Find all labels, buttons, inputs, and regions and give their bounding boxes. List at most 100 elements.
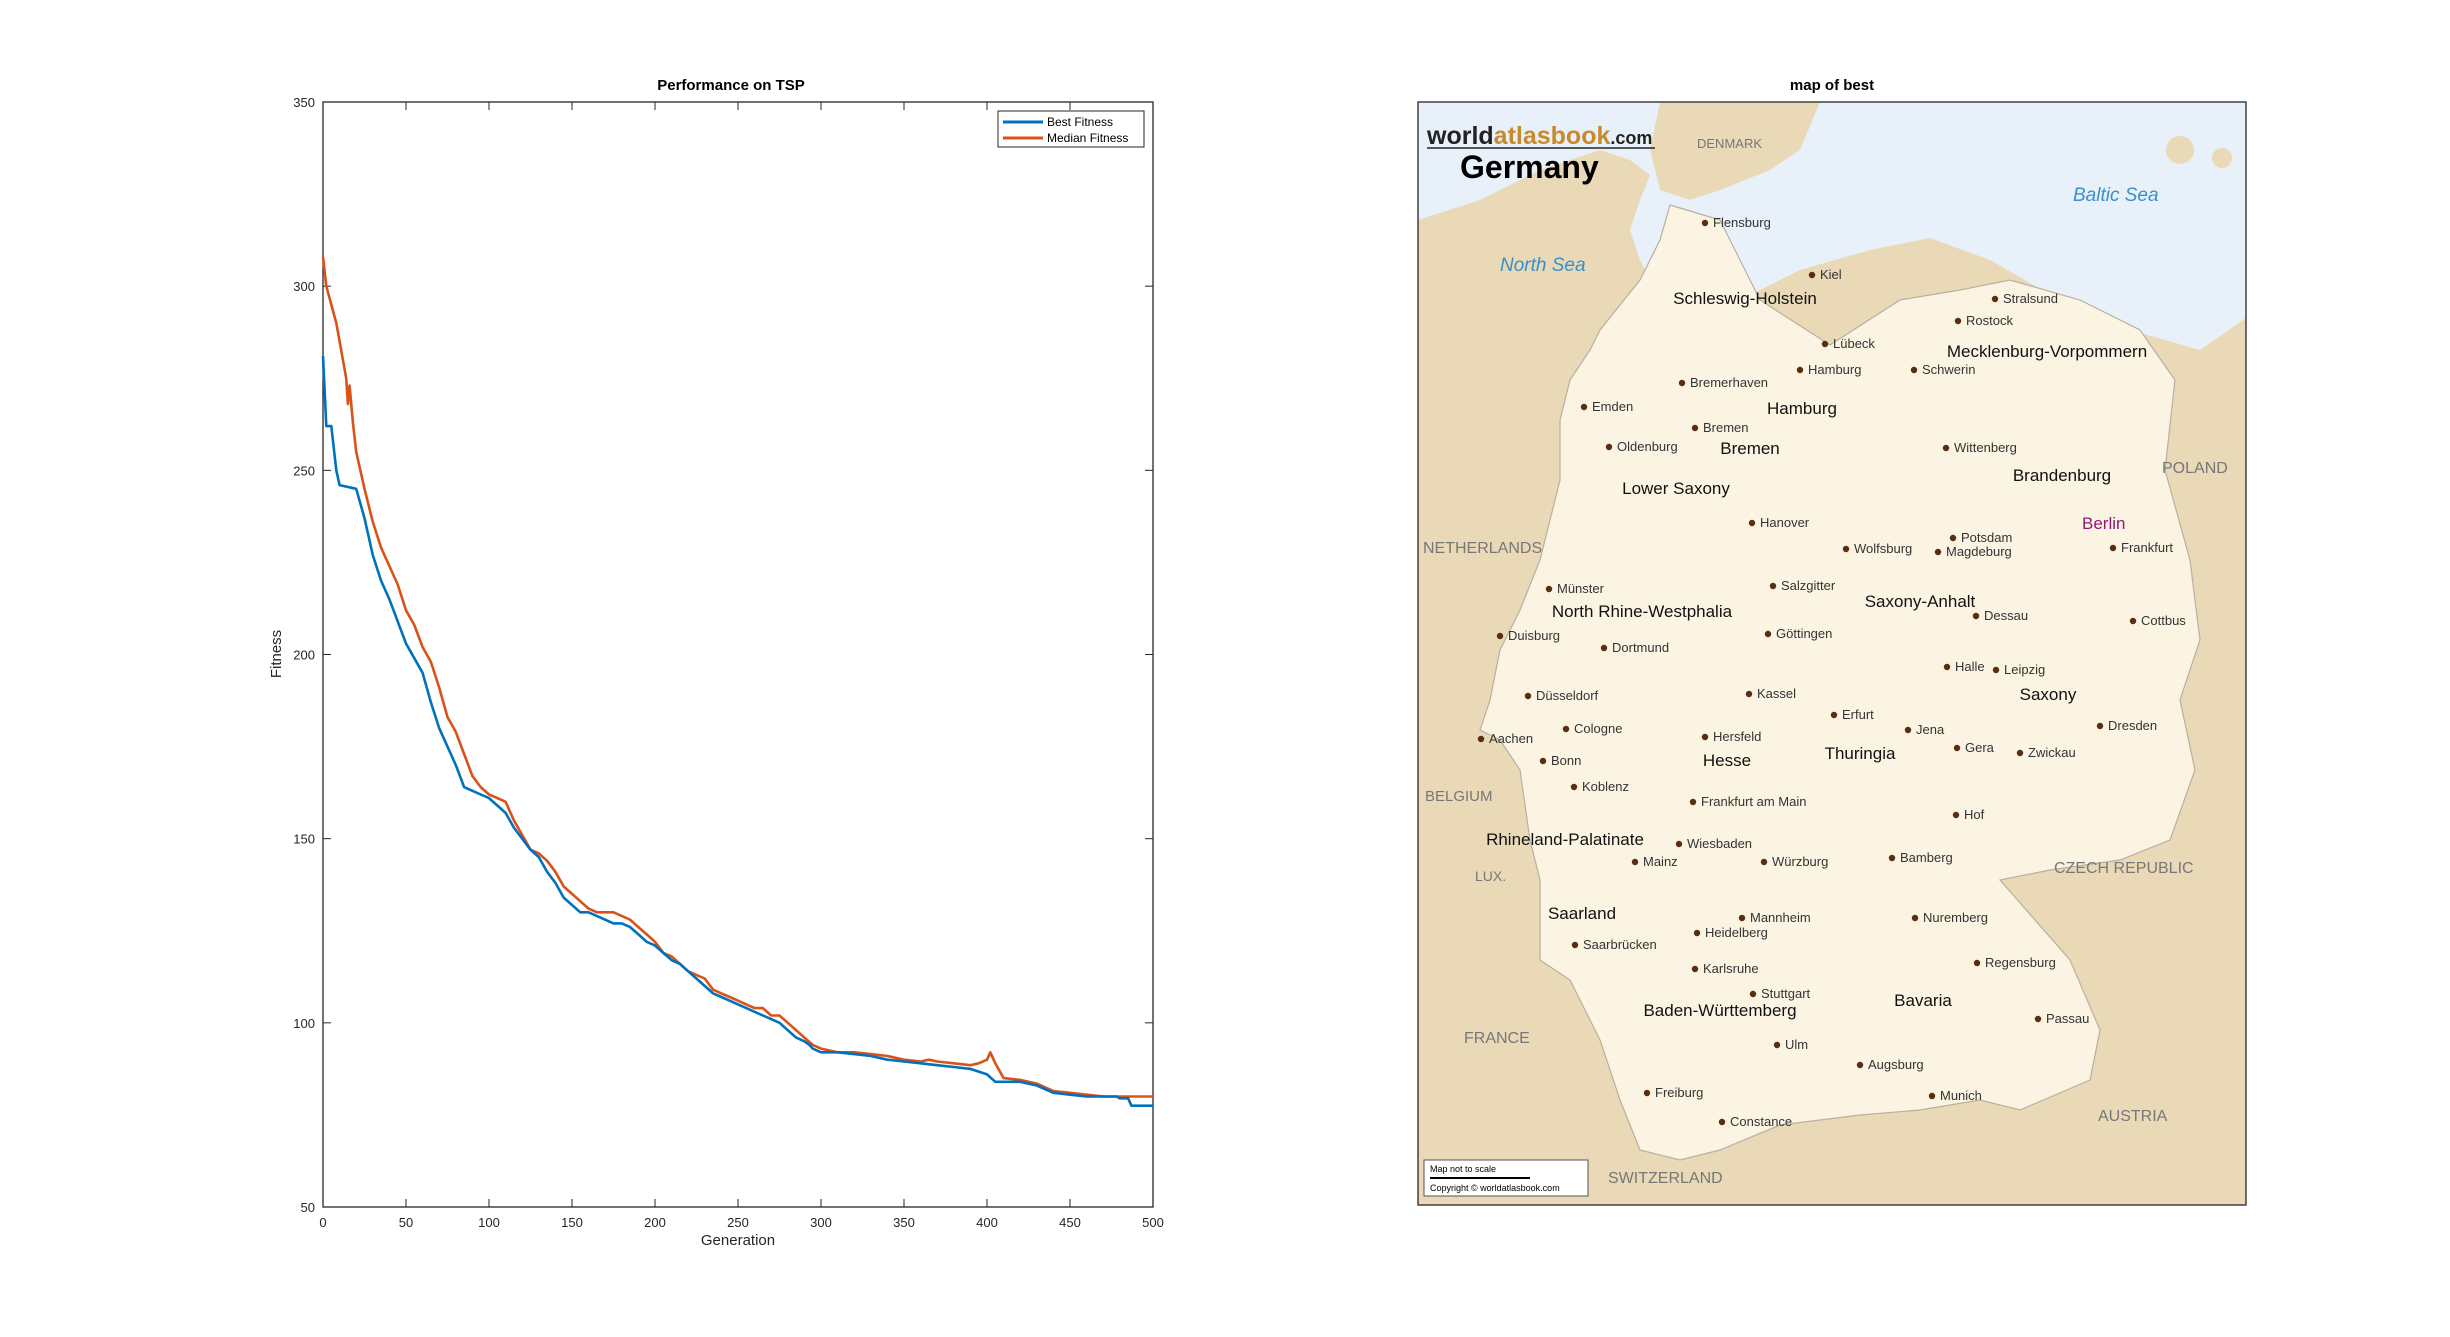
state-label: Hesse [1703, 751, 1751, 770]
y-tick-label: 50 [301, 1200, 315, 1215]
city-label: Potsdam [1961, 530, 2012, 545]
city-dot [1942, 444, 1950, 452]
country-label-denmark: DENMARK [1697, 136, 1762, 151]
city-dot [1821, 340, 1829, 348]
city-dot [1888, 854, 1896, 862]
city-labels: Flensburg Kiel Lübeck Stralsund Rostock Schwe… [1477, 215, 2186, 1129]
city-label: Leipzig [2004, 662, 2045, 677]
route-point [1242, 378, 1250, 386]
copyright-note: Copyright © worldatlasbook.com [1430, 1183, 1560, 1193]
city-label: Kiel [1820, 267, 1842, 282]
state-label: Rhineland-Palatinate [1486, 830, 1644, 849]
y-tick-label: 200 [293, 648, 315, 663]
city-dot [1991, 295, 1999, 303]
y-tick-label: 300 [293, 279, 315, 294]
route-point [1202, 638, 1210, 646]
germany-land [1479, 204, 2201, 1161]
country-label-belgium: BELGIUM [1425, 788, 1493, 805]
route-point [1282, 458, 1290, 466]
city-label: Bremerhaven [1690, 375, 1768, 390]
x-tick-label: 450 [1059, 1215, 1081, 1230]
city-dot [1605, 443, 1613, 451]
city-dot [1718, 1118, 1726, 1126]
route-point [1260, 467, 1268, 475]
city-dot [1748, 519, 1756, 527]
city-dot [1949, 534, 1957, 542]
route-point [1162, 218, 1170, 226]
state-label: Bremen [1720, 439, 1780, 458]
city-dot [1600, 644, 1608, 652]
city-label: Duisburg [1508, 628, 1560, 643]
city-dot [1745, 690, 1753, 698]
city-label: Flensburg [1713, 215, 1771, 230]
city-dot [1943, 663, 1951, 671]
city-dot [1496, 632, 1504, 640]
city-label: Hersfeld [1713, 729, 1761, 744]
city-label: Dresden [2108, 718, 2157, 733]
city-dot [1570, 783, 1578, 791]
map-image: worldatlasbook.com Germany Baltic Sea No… [1162, 102, 2246, 1205]
city-dot [1580, 403, 1588, 411]
city-dot [1643, 1089, 1651, 1097]
state-label: Berlin [2082, 514, 2125, 533]
legend-label-best: Best Fitness [1047, 115, 1113, 129]
route-point [1178, 573, 1186, 581]
city-label: Oldenburg [1617, 439, 1678, 454]
route-point [1240, 202, 1248, 210]
x-tick-label: 100 [478, 1215, 500, 1230]
state-label: Hamburg [1767, 399, 1837, 418]
city-label: Frankfurt am Main [1701, 794, 1806, 809]
route-point [1209, 455, 1217, 463]
city-dot [1953, 744, 1961, 752]
route-point [1208, 608, 1216, 616]
city-label: Constance [1730, 1114, 1792, 1129]
city-label: Aachen [1489, 731, 1533, 746]
city-dot [1764, 630, 1772, 638]
city-label: Mainz [1643, 854, 1678, 869]
city-label: Hanover [1760, 515, 1810, 530]
state-label: Bavaria [1894, 991, 1952, 1010]
city-dot [1911, 914, 1919, 922]
route-point [1175, 659, 1183, 667]
city-label: Wittenberg [1954, 440, 2017, 455]
state-label: Baden-Württemberg [1643, 1001, 1796, 1020]
city-label: Augsburg [1868, 1057, 1924, 1072]
sea-label-north: North Sea [1500, 255, 1586, 276]
map-frame [1417, 101, 2247, 1206]
city-label: Cologne [1574, 721, 1622, 736]
country-label-austria: AUSTRIA [2098, 1108, 2168, 1125]
city-label: Gera [1965, 740, 1995, 755]
x-tick-label: 150 [561, 1215, 583, 1230]
route-point [1252, 438, 1260, 446]
route-point [1185, 572, 1193, 580]
country-label-poland: POLAND [2162, 460, 2228, 477]
city-dot [1972, 612, 1980, 620]
route-point [1238, 453, 1246, 461]
city-label: Karlsruhe [1703, 961, 1759, 976]
state-labels: Schleswig-Holstein Mecklenburg-Vorpommer… [1486, 289, 2147, 1020]
x-axis-label: Generation [701, 1232, 775, 1249]
series-lines [321, 256, 1153, 1107]
city-label: Dessau [1984, 608, 2028, 623]
city-label: Emden [1592, 399, 1633, 414]
legend-box [997, 110, 1145, 148]
country-label-switzerland: SWITZERLAND [1608, 1170, 1723, 1187]
city-dot [1562, 725, 1570, 733]
y-tick-label: 150 [293, 832, 315, 847]
city-label: Cottbus [2141, 613, 2186, 628]
city-label: Magdeburg [1946, 544, 2012, 559]
city-dot [1691, 965, 1699, 973]
city-dot [1691, 424, 1699, 432]
x-tick-label: 50 [399, 1215, 413, 1230]
route-point [1229, 409, 1237, 417]
axis-ticks: 0 50 100 150 200 250 300 350 400 450 500 50 100 150 20… [293, 95, 1164, 1230]
y-axis-label: Fitness [268, 630, 285, 678]
city-label: Göttingen [1776, 626, 1832, 641]
city-dot [1701, 219, 1709, 227]
legend-label-median: Median Fitness [1047, 131, 1128, 145]
city-label: Wolfsburg [1854, 541, 1912, 556]
series-line-median-fitness [321, 256, 1153, 1098]
country-label-netherlands: NETHERLANDS [1423, 540, 1542, 557]
x-tick-label: 200 [644, 1215, 666, 1230]
country-label-france: FRANCE [1464, 1030, 1530, 1047]
